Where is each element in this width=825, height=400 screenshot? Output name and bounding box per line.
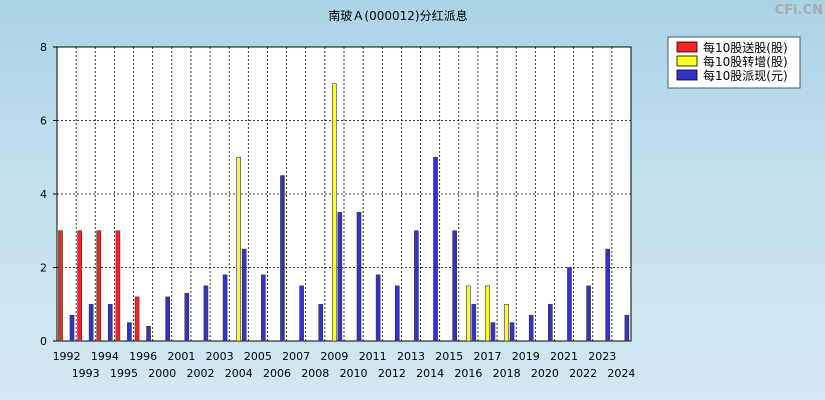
bar-cash-1996 (146, 325, 151, 342)
x-tick-label: 1996 (129, 350, 157, 363)
x-tick-label: 1995 (110, 367, 138, 380)
bar-cash-2005 (261, 274, 266, 342)
legend-label: 每10股送股(股) (703, 40, 788, 55)
x-tick-label: 2004 (225, 367, 253, 380)
x-tick-label: 2018 (493, 367, 521, 380)
bar-cash-2000 (165, 296, 170, 342)
x-tick-label: 2008 (301, 367, 329, 380)
legend-label: 每10股派现(元) (703, 68, 788, 83)
x-tick-label: 2009 (320, 350, 348, 363)
grid-lines (57, 47, 631, 341)
bar-bonus-1994 (96, 230, 102, 342)
bar-cash-1993 (88, 303, 94, 342)
x-tick-label: 2016 (454, 367, 482, 380)
x-tick-label: 2010 (340, 367, 368, 380)
bar-cash-2014 (433, 156, 438, 342)
legend-swatch (676, 41, 698, 53)
bar-cash-2008 (318, 303, 324, 342)
legend: 每10股送股(股)每10股转增(股)每10股派现(元) (667, 36, 801, 89)
y-tick-label: 2 (40, 262, 47, 275)
y-tick-label: 6 (40, 115, 47, 128)
x-tick-label: 2012 (378, 367, 406, 380)
bar-transfer-2004 (236, 156, 241, 342)
bar-cash-2020 (548, 303, 553, 342)
y-axis: 0 2 4 6 8 (40, 41, 57, 348)
x-tick-label: 1993 (72, 367, 100, 380)
x-tick-label: 2003 (206, 350, 234, 363)
bar-bonus-1992 (58, 230, 63, 342)
y-tick-label: 0 (40, 335, 47, 348)
x-tick-label: 2019 (512, 350, 540, 363)
x-tick-label: 2022 (569, 367, 597, 380)
bar-transfer-2018 (504, 303, 509, 342)
x-tick-label: 1992 (53, 350, 81, 363)
bar-cash-2024 (624, 314, 630, 342)
x-tick-label: 2002 (187, 367, 215, 380)
bar-cash-2015 (452, 230, 457, 342)
bar-bonus-1996 (134, 296, 140, 342)
x-tick-label: 2011 (359, 350, 387, 363)
x-tick-label: 2021 (550, 350, 578, 363)
x-tick-label: 2015 (435, 350, 463, 363)
bar-transfer-2016 (465, 285, 471, 342)
legend-swatch (676, 55, 698, 67)
bar-cash-2001 (184, 292, 190, 342)
bar-bonus-1995 (115, 230, 121, 342)
y-tick-label: 4 (40, 188, 47, 201)
bar-cash-2010 (356, 212, 362, 342)
brand-watermark: CFi.CN (775, 3, 823, 18)
x-tick-label: 2017 (474, 350, 502, 363)
x-tick-label: 2001 (167, 350, 195, 363)
bar-cash-1995 (127, 322, 132, 342)
bar-cash-1994 (107, 303, 113, 342)
bar-bonus-1993 (77, 230, 82, 342)
x-tick-label: 2007 (282, 350, 310, 363)
bar-cash-2013 (414, 230, 419, 342)
bar-cash-2009 (337, 212, 343, 342)
bar-cash-2011 (375, 274, 381, 342)
y-tick-label: 8 (40, 41, 47, 54)
bar-cash-2012 (394, 285, 400, 342)
x-axis: 1992 1993 1994 1995 1996 2000 2001 2002 2003 2004… (53, 350, 636, 380)
bar-cash-2019 (528, 314, 534, 342)
bar-cash-2021 (567, 267, 572, 342)
x-tick-label: 2023 (588, 350, 616, 363)
bar-cash-2023 (605, 248, 611, 342)
bar-cash-2007 (299, 285, 304, 342)
x-tick-label: 2005 (244, 350, 272, 363)
bar-transfer-2017 (485, 285, 490, 342)
x-tick-label: 2000 (148, 367, 176, 380)
chart-title: 南玻Ａ(000012)分红派息 (328, 8, 467, 23)
bar-cash-2017 (490, 322, 496, 342)
x-tick-label: 2024 (607, 367, 635, 380)
x-tick-label: 2006 (263, 367, 291, 380)
legend-swatch (676, 69, 698, 81)
bar-cash-2022 (586, 285, 591, 342)
bar-cash-2002 (203, 285, 209, 342)
x-tick-label: 2013 (397, 350, 425, 363)
bar-cash-2003 (222, 274, 228, 342)
bar-cash-2018 (509, 322, 515, 342)
bar-cash-2004 (241, 248, 247, 342)
bar-transfer-2009 (332, 83, 337, 342)
bar-cash-2006 (280, 175, 285, 342)
x-tick-label: 1994 (91, 350, 119, 363)
bar-cash-2016 (471, 303, 477, 342)
bars-group (58, 83, 630, 342)
x-tick-label: 2014 (416, 367, 444, 380)
bar-cash-1992 (69, 314, 75, 342)
legend-label: 每10股转增(股) (703, 54, 788, 69)
x-tick-label: 2020 (531, 367, 559, 380)
